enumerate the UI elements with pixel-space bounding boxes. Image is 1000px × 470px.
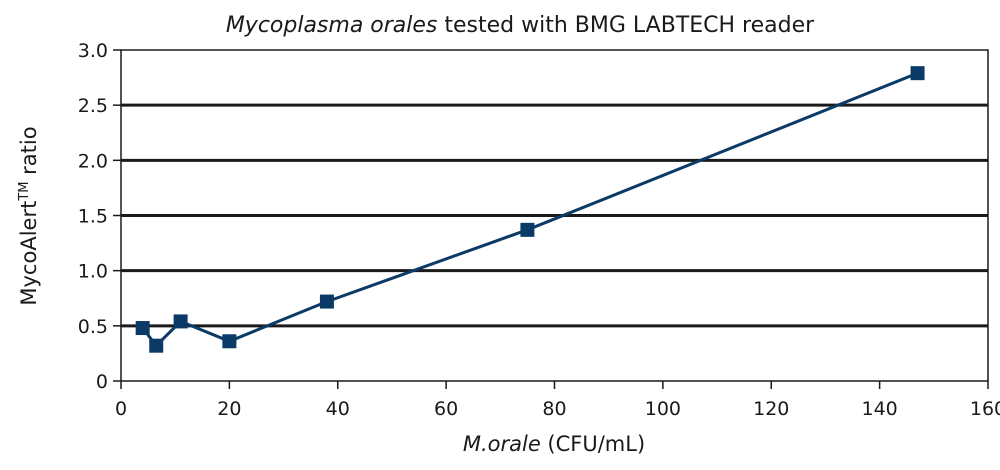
- x-tick-label-3: 60: [434, 398, 458, 420]
- data-point-5: [520, 222, 535, 237]
- y-axis-label-main: MycoAlert: [17, 201, 41, 306]
- data-point-1: [149, 338, 164, 353]
- x-tick-label-5: 100: [645, 398, 681, 420]
- x-axis-label-rest: (CFU/mL): [541, 432, 645, 456]
- x-tick-label-6: 120: [753, 398, 789, 420]
- chart-title: Mycoplasma orales tested with BMG LABTEC…: [226, 13, 815, 38]
- data-point-2: [173, 314, 188, 329]
- data-point-4: [319, 294, 334, 309]
- series-group: [135, 66, 925, 353]
- y-axis-label-rest: ratio: [17, 126, 41, 181]
- x-axis-label-italic: M.orale: [463, 432, 541, 456]
- y-tick-label-4: 2.0: [78, 150, 108, 172]
- y-tick-label-5: 2.5: [78, 95, 108, 117]
- y-tick-label-2: 1.0: [78, 261, 108, 283]
- x-axis-ticks: 0 20 40 60 80 100 120 140 160: [115, 381, 1000, 420]
- grid-lines: [121, 103, 988, 328]
- y-tick-label-0: 0: [96, 371, 108, 393]
- y-tick-label-3: 1.5: [78, 206, 108, 228]
- chart-title-rest: tested with BMG LABTECH reader: [437, 13, 815, 38]
- y-axis-label-superscript: TM: [17, 182, 32, 202]
- y-axis-ticks: 0 0.5 1.0 1.5 2.0 2.5 3.0: [78, 40, 121, 393]
- x-tick-label-2: 40: [326, 398, 350, 420]
- x-tick-label-7: 140: [861, 398, 897, 420]
- series-line-0: [141, 71, 919, 348]
- data-point-0: [135, 321, 150, 336]
- y-tick-label-6: 3.0: [78, 40, 108, 62]
- data-point-3: [222, 334, 237, 349]
- y-axis-label: MycoAlertTM ratio: [17, 126, 41, 305]
- x-tick-label-0: 0: [115, 398, 127, 420]
- x-tick-label-4: 80: [542, 398, 566, 420]
- chart-title-italic: Mycoplasma orales: [226, 13, 438, 38]
- x-tick-label-8: 160: [970, 398, 1000, 420]
- x-tick-label-1: 20: [217, 398, 241, 420]
- data-point-6: [910, 66, 925, 81]
- x-axis-label: M.orale (CFU/mL): [463, 432, 645, 456]
- y-tick-label-1: 0.5: [78, 316, 108, 338]
